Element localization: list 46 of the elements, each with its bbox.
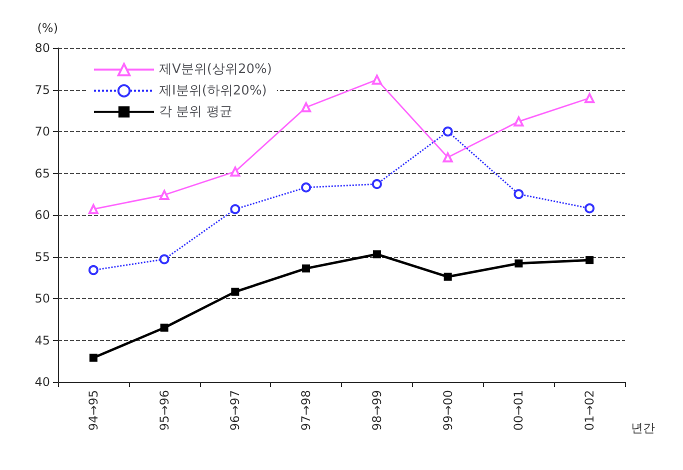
x-tick-label: 98→99 bbox=[370, 390, 384, 431]
x-axis-title: 년간 bbox=[631, 421, 655, 435]
point bbox=[302, 264, 310, 272]
y-tick-label: 40 bbox=[34, 375, 50, 389]
point bbox=[301, 182, 312, 192]
legend-label: 제Ⅰ분위(하위20%) bbox=[159, 83, 267, 98]
point bbox=[160, 324, 168, 332]
y-tick-label: 65 bbox=[34, 166, 50, 180]
y-tick-label: 75 bbox=[34, 82, 50, 97]
point bbox=[442, 152, 453, 162]
legend-label: 제Ⅴ분위(상위20%) bbox=[159, 62, 272, 78]
point bbox=[372, 250, 381, 258]
point bbox=[372, 179, 382, 190]
point bbox=[514, 116, 524, 126]
point bbox=[159, 190, 170, 200]
point bbox=[444, 272, 452, 281]
y-tick-label: 80 bbox=[34, 41, 50, 55]
point bbox=[514, 189, 524, 200]
point bbox=[442, 126, 453, 136]
x-tick-label: 95→96 bbox=[157, 390, 172, 431]
point bbox=[514, 259, 523, 268]
point bbox=[372, 74, 382, 85]
x-tick-label: 99→00 bbox=[440, 390, 455, 431]
point bbox=[584, 203, 595, 214]
y-axis-title: (%) bbox=[37, 21, 58, 35]
point bbox=[584, 93, 595, 104]
x-tick-label: 01→02 bbox=[582, 390, 597, 431]
y-tick-label: 60 bbox=[34, 208, 50, 222]
x-tick-label: 97→98 bbox=[299, 390, 314, 431]
legend-label: 각 분위 평균 bbox=[159, 104, 232, 120]
y-tick-label: 70 bbox=[34, 124, 50, 138]
point bbox=[230, 166, 240, 177]
point bbox=[231, 288, 240, 296]
y-tick-label: 50 bbox=[34, 292, 50, 306]
point bbox=[301, 102, 312, 112]
y-tick-label: 45 bbox=[34, 333, 50, 348]
point bbox=[88, 265, 98, 276]
y-tick-label: 55 bbox=[34, 250, 50, 264]
x-tick-label: 96→97 bbox=[228, 390, 242, 431]
point bbox=[159, 254, 170, 264]
point bbox=[88, 204, 98, 214]
x-tick-label: 00→01 bbox=[512, 390, 526, 431]
point bbox=[586, 256, 594, 264]
point bbox=[89, 354, 98, 362]
point bbox=[230, 204, 240, 214]
x-tick-label: 94→95 bbox=[86, 390, 100, 431]
